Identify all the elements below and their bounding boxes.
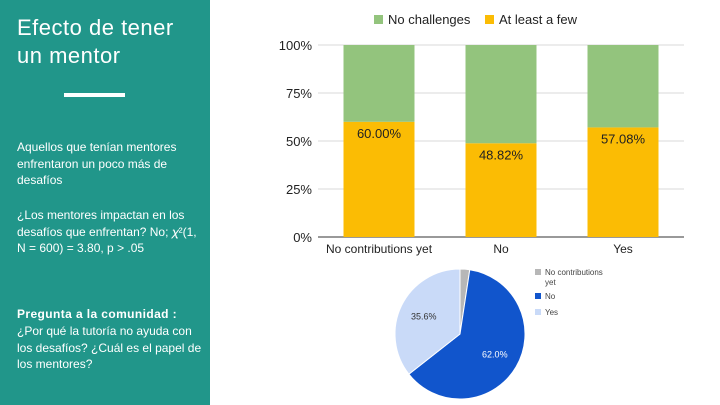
bar-at-least-a-few — [343, 121, 415, 237]
stacked-bar-chart: No challenges At least a few 0% 25% 50% 75% 1… — [279, 12, 684, 256]
legend-swatch — [374, 15, 383, 24]
bar-x-ticks: No contributions yet No Yes — [326, 242, 633, 256]
bar-data-label: 57.08% — [601, 131, 646, 146]
pie-legend-swatch — [535, 269, 541, 275]
x-tick-label: No contributions yet — [326, 242, 433, 256]
bar-at-least-a-few — [587, 127, 659, 237]
community-question-text: ¿Por qué la tutoría no ayuda con los des… — [17, 324, 202, 371]
pie-legend-label: No — [545, 292, 556, 301]
pie-legend-line: No contributions — [545, 268, 603, 277]
legend-swatch — [485, 15, 494, 24]
y-tick-label: 25% — [286, 182, 312, 197]
pie-legend-swatch — [535, 309, 541, 315]
legend-label: At least a few — [499, 12, 578, 27]
sidebar: Efecto de tener un mentor Aquellos que t… — [0, 0, 210, 405]
pie-chart: 62.0% 35.6% No contributions yet No Yes — [394, 268, 603, 400]
pie-legend-swatch — [535, 293, 541, 299]
bar-data-labels: 60.00% 48.82% 57.08% — [357, 126, 646, 162]
pie-slice — [394, 268, 461, 375]
bar-data-label: 60.00% — [357, 126, 402, 141]
pie-legend: No contributions yet No Yes — [535, 268, 603, 317]
statistics-text: ¿Los mentores impactan en los desafíos q… — [17, 208, 197, 255]
bar-legend: No challenges At least a few — [374, 12, 578, 27]
community-question-title: Pregunta a la comunidad : — [17, 307, 178, 321]
pie-data-labels: 62.0% 35.6% — [411, 311, 508, 359]
x-tick-label: No — [493, 242, 509, 256]
bar-series — [343, 45, 659, 237]
pie-legend-line: yet — [545, 278, 556, 287]
bar-no-challenges — [465, 45, 537, 144]
legend-label: No challenges — [388, 12, 471, 27]
bar-data-label: 48.82% — [479, 147, 524, 162]
y-tick-label: 100% — [279, 38, 313, 53]
pie-data-label: 62.0% — [482, 349, 508, 359]
pie-slices — [394, 268, 526, 400]
pie-data-label: 35.6% — [411, 311, 437, 321]
slide-title: Efecto de tener un mentor — [17, 15, 174, 68]
bar-at-least-a-few — [465, 143, 537, 237]
bar-no-challenges — [343, 45, 415, 122]
title-underline — [64, 93, 125, 97]
finding-text: Aquellos que tenían mentores enfrentaron… — [17, 140, 177, 187]
y-tick-label: 75% — [286, 86, 312, 101]
pie-legend-label: No contributions yet — [545, 268, 603, 287]
y-tick-label: 0% — [293, 230, 312, 245]
bar-no-challenges — [587, 45, 659, 128]
pie-legend-label: Yes — [545, 308, 558, 317]
x-tick-label: Yes — [613, 242, 633, 256]
pie-slice — [408, 269, 526, 400]
y-tick-label: 50% — [286, 134, 312, 149]
bar-y-ticks: 0% 25% 50% 75% 100% — [279, 38, 313, 245]
